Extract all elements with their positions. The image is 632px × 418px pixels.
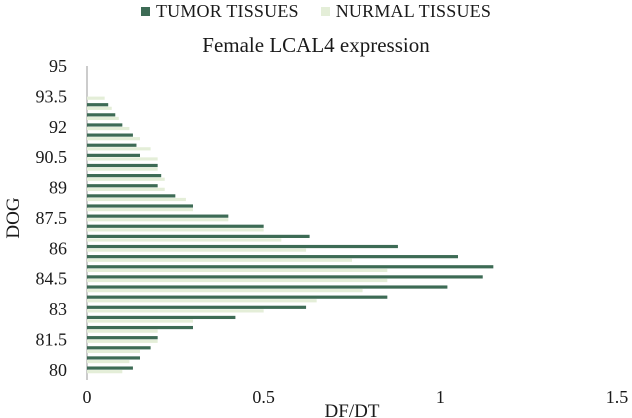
y-tick-label: 95 [49, 56, 67, 76]
bar-normal-87 [87, 228, 264, 232]
x-tick-label: 0.5 [252, 387, 275, 407]
bar-tumor-80-5 [87, 356, 140, 360]
y-tick-label: 83 [49, 299, 67, 319]
y-tick-label: 92 [49, 117, 67, 137]
bar-tumor-93 [87, 103, 109, 107]
x-tick-label: 1 [436, 387, 445, 407]
y-tick-label: 86 [49, 238, 67, 258]
bar-normal-90-5 [87, 157, 158, 161]
bar-normal-82 [87, 329, 158, 333]
bar-tumor-89-5 [87, 174, 162, 178]
x-tick-label: 0 [83, 387, 92, 407]
bar-tumor-83 [87, 305, 307, 309]
bar-tumor-92 [87, 123, 123, 127]
bar-tumor-87 [87, 224, 264, 228]
bar-tumor-85-5 [87, 255, 458, 259]
bar-normal-91-5 [87, 137, 140, 141]
y-tick-label: 87.5 [36, 208, 68, 228]
bar-tumor-86 [87, 244, 398, 249]
legend-label-normal: NURMAL TISSUES [335, 0, 492, 21]
bar-normal-85 [87, 268, 388, 272]
y-tick-label: 84.5 [36, 269, 68, 289]
bar-tumor-85 [87, 265, 494, 269]
bar-normal-93 [87, 106, 112, 110]
bar-tumor-90 [87, 163, 158, 168]
bar-normal-88-5 [87, 197, 186, 202]
x-axis-title: DF/DT [325, 401, 380, 418]
bar-tumor-80 [87, 366, 133, 370]
bar-normal-87-5 [87, 218, 229, 222]
y-tick-label: 93.5 [36, 86, 68, 106]
bar-normal-85-5 [87, 258, 352, 262]
bar-tumor-82 [87, 325, 193, 330]
bar-normal-88 [87, 208, 193, 212]
bar-tumor-82-5 [87, 315, 236, 320]
bar-normal-89-5 [87, 177, 165, 181]
bar-tumor-88 [87, 204, 193, 208]
chart-title: Female LCAL4 expression [202, 33, 430, 57]
bar-tumor-88-5 [87, 194, 176, 198]
bar-tumor-89 [87, 184, 158, 188]
legend-swatch-tumor [140, 6, 150, 16]
y-axis-title: DOG [3, 197, 24, 238]
bar-tumor-83-5 [87, 295, 388, 299]
bar-normal-86 [87, 248, 307, 252]
bar-normal-80-5 [87, 359, 130, 364]
bar-normal-84 [87, 289, 363, 293]
legend-swatch-normal [320, 6, 330, 16]
y-tick-label: 90.5 [36, 147, 68, 167]
bar-normal-83-5 [87, 299, 317, 303]
bar-tumor-90-5 [87, 153, 140, 157]
bar-tumor-92-5 [87, 113, 116, 117]
bar-normal-92 [87, 126, 130, 131]
bar-normal-81 [87, 349, 140, 354]
bar-normal-80 [87, 370, 123, 374]
bar-tumor-84 [87, 285, 448, 289]
bar-normal-86-5 [87, 238, 282, 242]
y-tick-label: 89 [49, 178, 67, 198]
bar-tumor-91-5 [87, 133, 133, 137]
bar-tumor-81 [87, 346, 151, 350]
bar-normal-93-5 [87, 96, 105, 100]
bar-tumor-87-5 [87, 214, 229, 218]
x-tick-label: 1.5 [606, 387, 629, 407]
bar-normal-90 [87, 167, 158, 171]
bar-tumor-84-5 [87, 275, 483, 279]
chart-legend: TUMOR TISSUES NURMAL TISSUES [0, 0, 632, 22]
bar-tumor-81-5 [87, 336, 158, 340]
bar-normal-82-5 [87, 319, 193, 323]
legend-label-tumor: TUMOR TISSUES [155, 0, 299, 21]
bar-normal-92-5 [87, 116, 119, 121]
y-tick-label: 81.5 [36, 329, 68, 349]
bar-tumor-91 [87, 143, 137, 147]
bar-tumor-86-5 [87, 234, 310, 238]
bar-normal-91 [87, 147, 151, 151]
legend-item-normal: NURMAL TISSUES [320, 0, 492, 22]
bar-normal-89 [87, 187, 165, 191]
y-tick-label: 80 [49, 360, 67, 380]
legend-item-tumor: TUMOR TISSUES [140, 0, 299, 22]
bar-normal-84-5 [87, 278, 388, 283]
bar-normal-83 [87, 309, 264, 313]
bar-normal-81-5 [87, 339, 158, 343]
